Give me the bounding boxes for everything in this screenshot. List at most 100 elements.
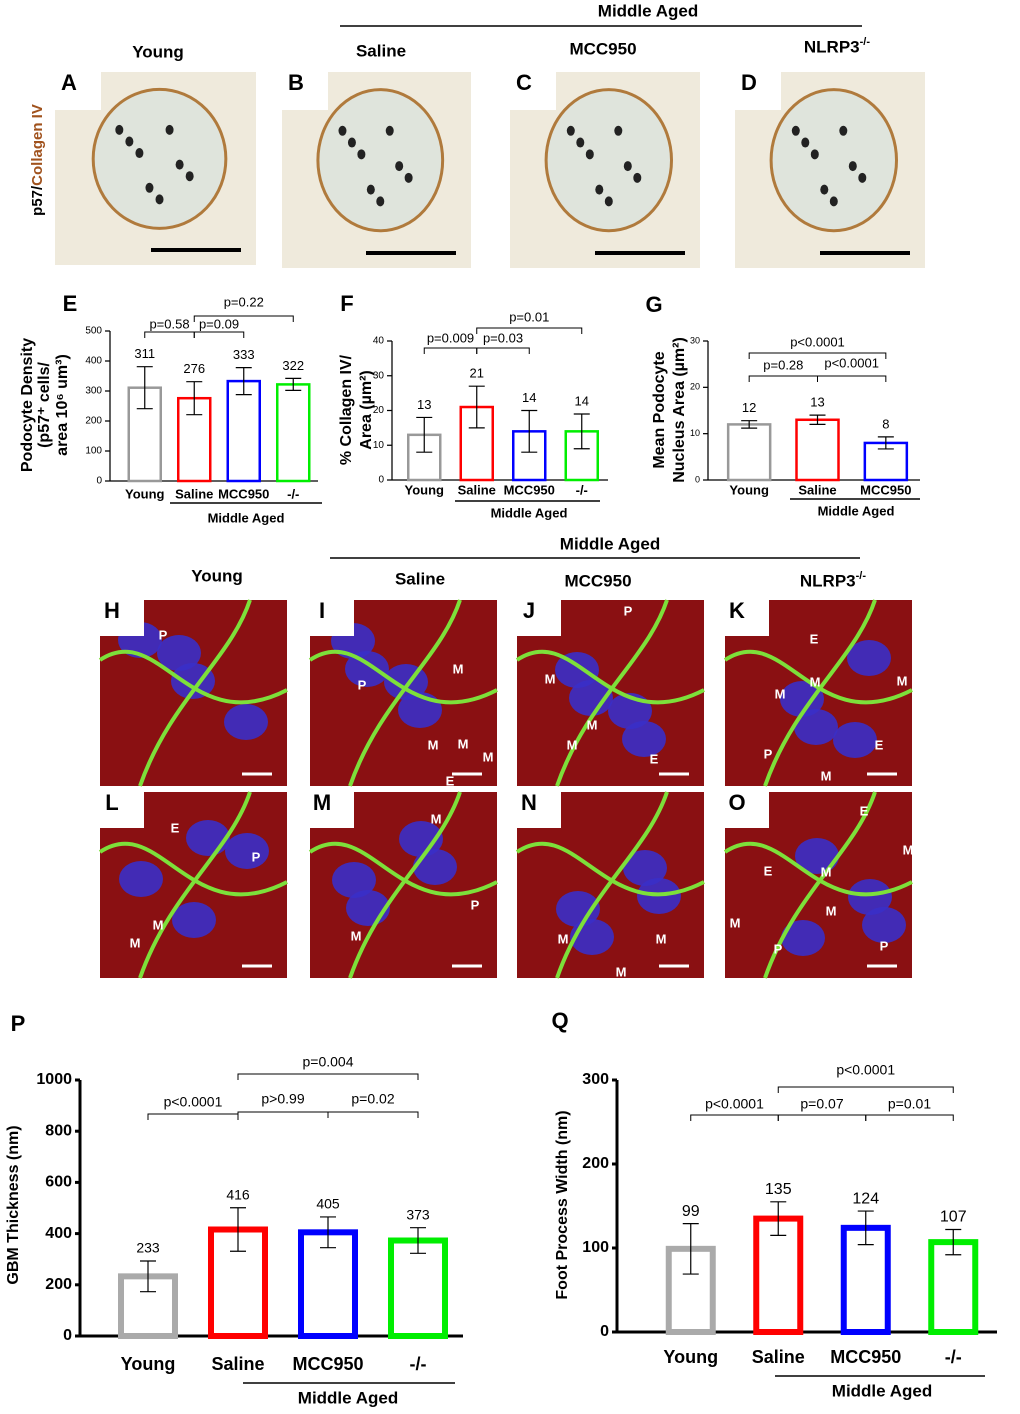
column-header: Young [132,42,184,61]
cell-label: M [130,935,141,950]
y-tick-label: 500 [85,326,102,337]
nucleus [155,194,164,205]
column-header: NLRP3-/- [804,36,870,57]
p-value: p=0.01 [509,309,549,324]
error-bar [945,1228,962,1256]
nucleus [185,171,194,182]
y-tick-label: 800 [45,1122,72,1139]
value-label: 12 [742,400,756,415]
nucleus [791,125,800,136]
cell-label: P [880,938,889,953]
value-label: 135 [765,1181,792,1198]
error-bar [136,366,153,410]
glomerulus [91,87,228,230]
stain-label: p57/Collagen IV [29,104,46,216]
superscript: -/- [856,570,867,582]
x-tick-label: -/- [945,1347,962,1367]
nucleus [839,125,848,136]
value-label: 333 [233,347,255,362]
cell-label: E [860,803,869,818]
cell-label: M [567,737,578,752]
letter-box [517,600,561,636]
y-tick-label: 600 [45,1174,72,1191]
letter-box [282,72,328,110]
p-value: p>0.99 [261,1091,304,1107]
bracket [777,1086,954,1093]
column-header: Saline [395,569,445,588]
y-tick-label: 100 [85,446,102,457]
y-tick-label: 300 [85,386,102,397]
bracket [193,331,245,338]
nucleus [225,833,269,869]
x-tick-label: MCC950 [292,1354,363,1374]
cell-label: P [774,941,783,956]
value-label: 405 [316,1196,340,1212]
membrane [308,599,498,787]
error-bar [140,1260,156,1293]
cell-label: M [453,661,464,676]
y-tick-label: 200 [45,1276,72,1293]
cell-label: M [587,717,598,732]
p-value: p=0.004 [303,1054,354,1070]
bracket [476,327,583,334]
nucleus [566,125,575,136]
y-tick-label: 20 [373,405,385,416]
nucleus [119,861,163,897]
nucleus [862,907,906,943]
letter-box [310,792,354,828]
p-value: p=0.02 [351,1091,394,1107]
bracket [237,1073,419,1080]
cell-label: E [446,773,455,788]
bar [208,1226,268,1340]
membrane [515,599,705,787]
cell-label: M [483,749,494,764]
glomerulus [316,88,445,233]
cell-label: M [428,737,439,752]
panel-letter: Q [551,1008,568,1033]
nucleus [595,184,604,195]
y-tick-label: 10 [373,440,385,451]
p-value: p=0.01 [888,1096,931,1112]
y-axis-label: Foot Process Width (nm) [554,1110,571,1299]
nucleus [820,184,829,195]
panel-letter: O [728,790,745,815]
nucleus [569,680,613,716]
column-header: MCC950 [564,571,631,590]
membrane [515,791,705,979]
x-tick-label: Saline [752,1347,805,1367]
nucleus [224,704,268,740]
bracket [193,315,294,322]
nucleus [614,125,623,136]
group-label: Middle Aged [832,1381,932,1400]
bracket [144,331,195,338]
bar [276,383,311,483]
value-label: 13 [417,397,431,412]
nucleus [781,920,825,956]
bar [753,1215,804,1335]
cell-label: M [730,915,741,930]
x-tick-label: Young [121,1354,176,1374]
nucleus [399,821,443,857]
cell-label: M [897,673,908,688]
value-label: 311 [134,346,155,361]
membrane [308,791,498,979]
bracket [327,1111,419,1118]
x-tick-label: Young [729,482,769,497]
bracket [147,1113,239,1120]
bracket [817,375,887,382]
error-bar [320,1216,336,1249]
y-axis-label: Mean Podocyte [651,351,668,468]
panel-letter: I [319,598,325,623]
panel-letter: M [313,790,331,815]
nucleus [145,182,154,193]
nucleus [115,124,124,135]
p-value: p<0.0001 [790,334,845,349]
bar [795,418,840,482]
panel-letter: A [61,70,77,95]
value-label: 99 [682,1203,700,1220]
y-axis-label: Nucleus Area (µm²) [671,337,688,483]
bar [226,379,261,483]
error-bar [877,436,894,450]
error-bar [468,385,485,429]
